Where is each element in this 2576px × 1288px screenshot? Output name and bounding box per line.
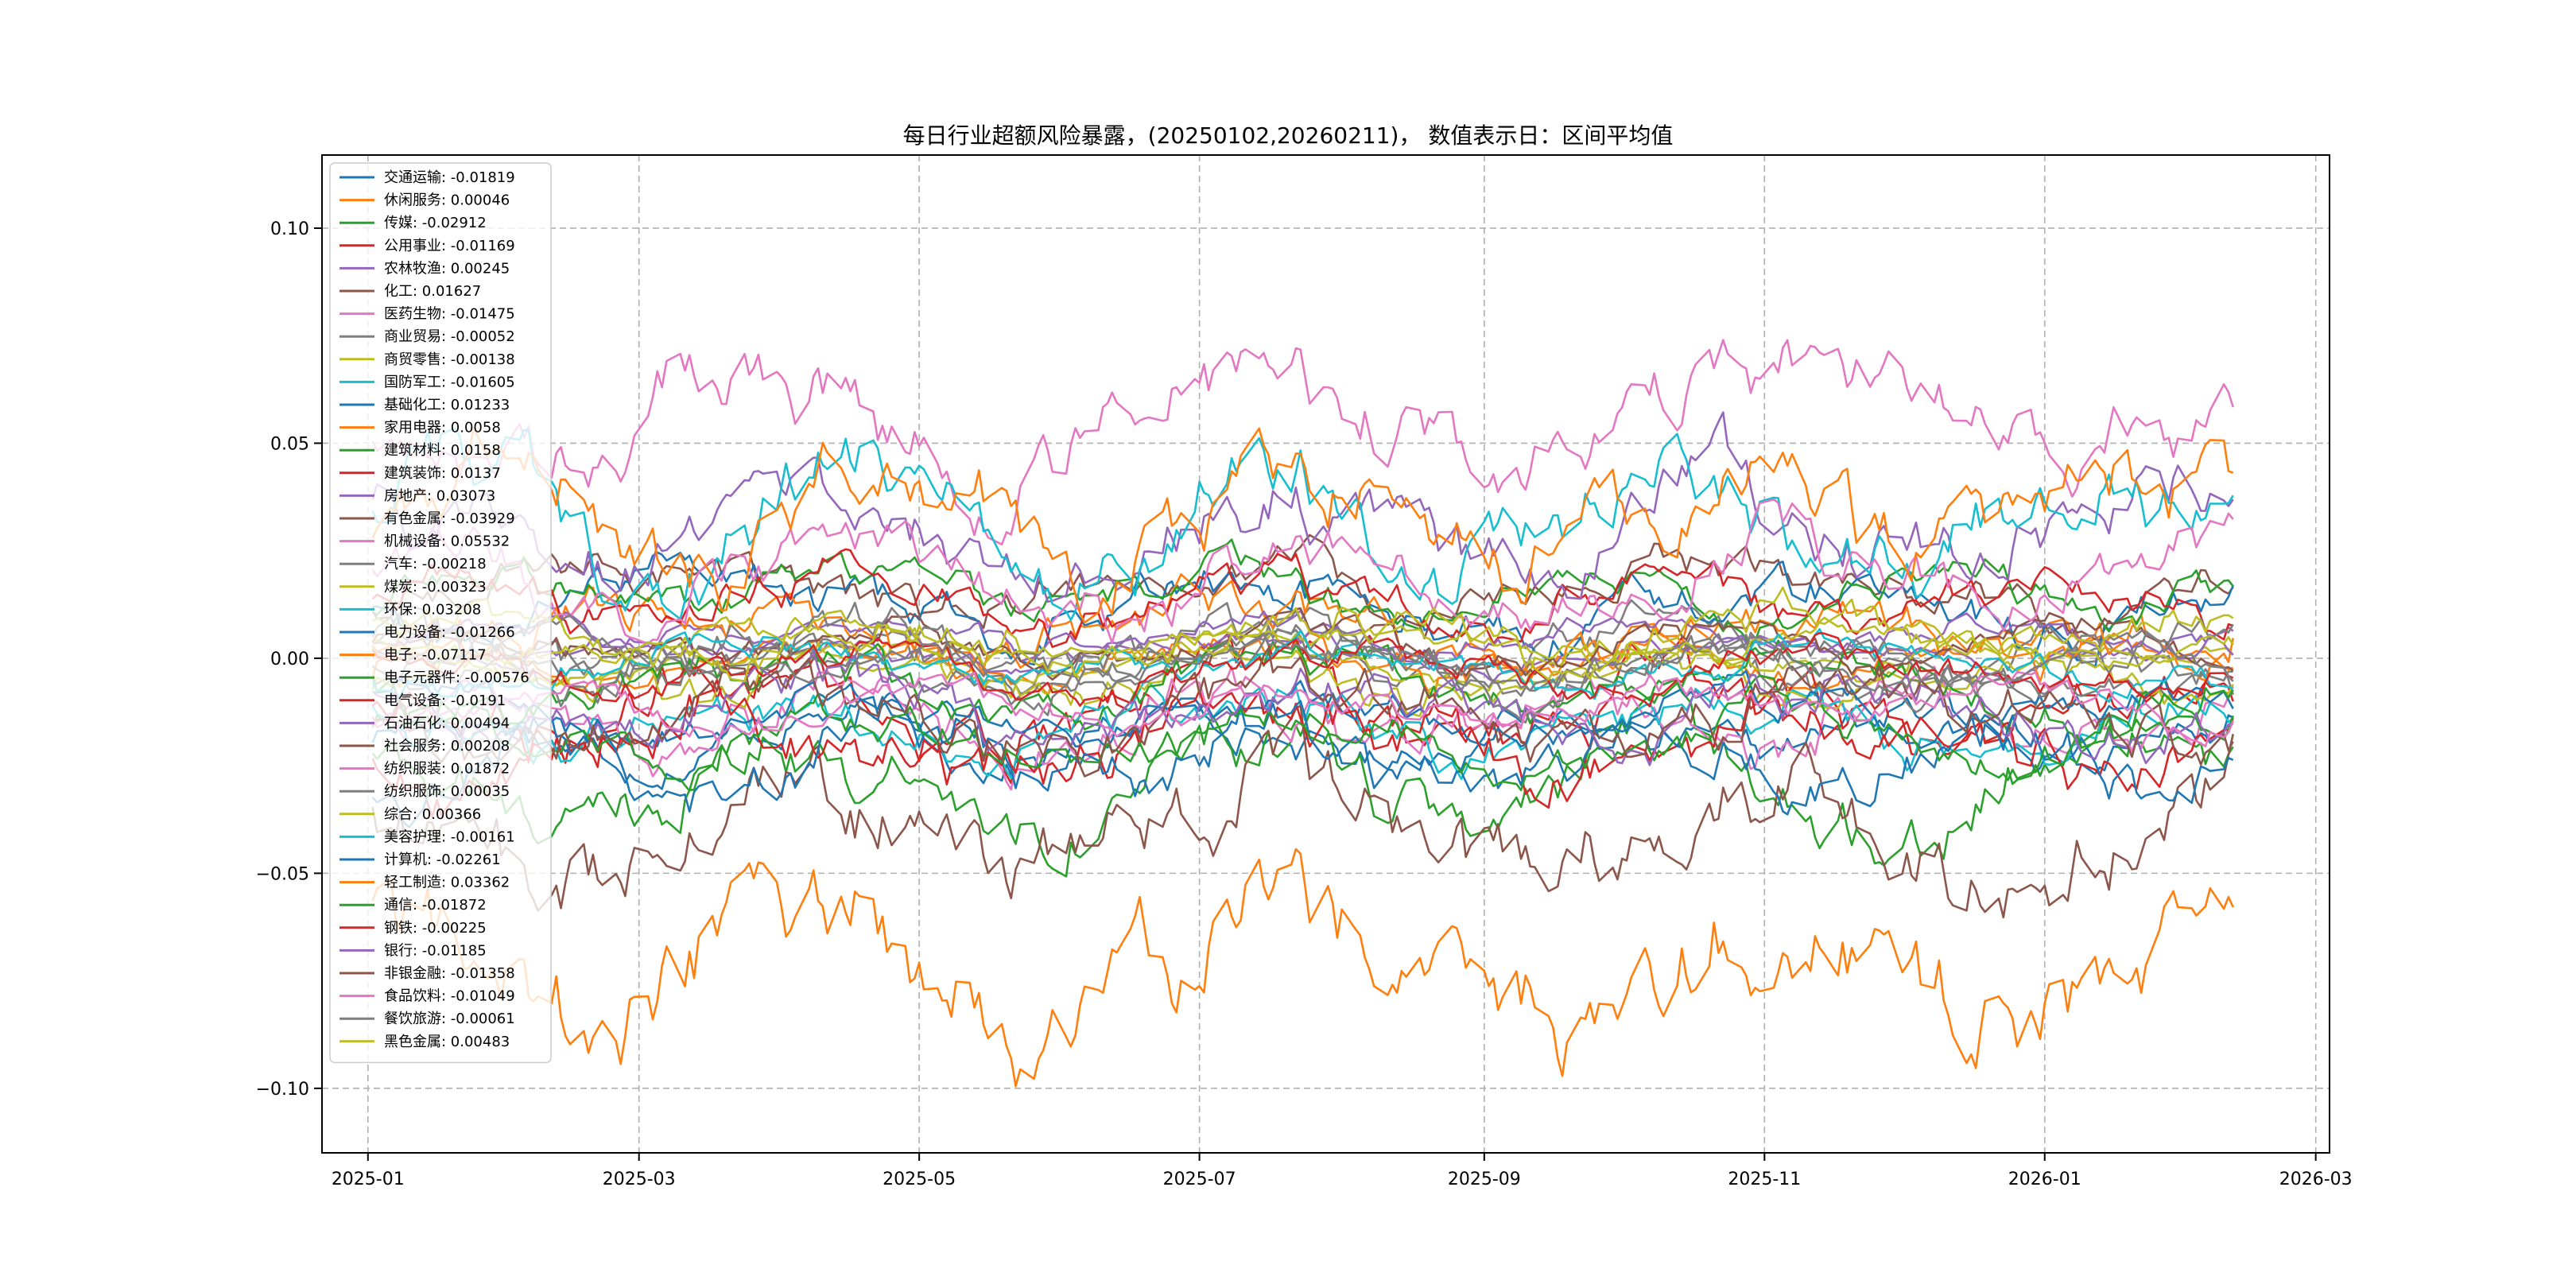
- legend-entry: 房地产: 0.03073: [384, 487, 495, 504]
- legend-entry: 电力设备: -0.01266: [384, 624, 515, 641]
- x-tick-label: 2025-05: [883, 1170, 956, 1189]
- legend-entry: 轻工制造: 0.03362: [384, 875, 510, 891]
- legend-entry: 通信: -0.01872: [384, 897, 487, 914]
- legend-entry: 电气设备: -0.0191: [384, 692, 506, 709]
- legend-entry: 传媒: -0.02912: [384, 215, 487, 231]
- legend-entry: 家用电器: 0.0058: [384, 420, 501, 436]
- x-tick-label: 2026-03: [2279, 1170, 2353, 1189]
- x-tick-label: 2026-01: [2008, 1170, 2081, 1189]
- chart-title: 每日行业超额风险暴露，(20250102,20260211)， 数值表示日：区间…: [903, 122, 1674, 149]
- y-tick-label: 0.00: [270, 650, 309, 669]
- legend-box: [329, 162, 552, 1064]
- series-line: [371, 690, 2234, 828]
- y-tick-label: −0.10: [256, 1080, 309, 1100]
- series-line: [371, 609, 2234, 669]
- series-line: [371, 647, 2234, 778]
- y-tick-label: −0.05: [256, 864, 309, 884]
- legend-entry: 交通运输: -0.01819: [384, 169, 515, 186]
- legend-entry: 建筑装饰: 0.0137: [384, 465, 501, 482]
- legend-entry: 电子元器件: -0.00576: [384, 669, 530, 686]
- legend-entry: 钢铁: -0.00225: [384, 920, 487, 937]
- series-line: [371, 628, 2234, 704]
- legend-entry: 非银金融: -0.01358: [384, 965, 515, 982]
- plot-area-frame: [321, 154, 2330, 1154]
- legend-entry: 国防军工: -0.01605: [384, 374, 515, 390]
- legend-entry: 黑色金属: 0.00483: [384, 1034, 510, 1050]
- legend-entry: 社会服务: 0.00208: [384, 738, 510, 755]
- legend-entry: 公用事业: -0.01169: [384, 238, 515, 254]
- legend-entry: 化工: 0.01627: [384, 283, 481, 300]
- legend-entry: 环保: 0.03208: [384, 601, 481, 618]
- axes: 2025-01 2025-03 2025-05 2025-07 2025-09 2025-…: [256, 219, 2353, 1189]
- x-tick-label: 2025-07: [1163, 1170, 1236, 1189]
- series-lines: [371, 339, 2234, 1088]
- x-tick-label: 2025-03: [603, 1170, 676, 1189]
- legend-entry: 商贸零售: -0.00138: [384, 351, 515, 368]
- series-line: [371, 678, 2234, 819]
- y-tick-label: 0.10: [270, 219, 309, 239]
- series-line: [371, 411, 2234, 603]
- legend-entry: 石油石化: 0.00494: [384, 715, 510, 731]
- series-line: [371, 586, 2234, 683]
- legend-entry: 机械设备: 0.05532: [384, 533, 510, 550]
- legend-entry: 美容护理: -0.00161: [384, 828, 515, 845]
- series-line: [371, 572, 2234, 697]
- series-line: [371, 614, 2234, 692]
- legend-entry: 食品饮料: -0.01049: [384, 988, 515, 1005]
- legend-entry: 商业贸易: -0.00052: [384, 328, 515, 345]
- legend-entry: 餐饮旅游: -0.00061: [384, 1011, 515, 1027]
- legend-entry: 计算机: -0.02261: [384, 852, 501, 868]
- legend-entry: 汽车: -0.00218: [384, 556, 487, 572]
- legend-entry: 煤炭: -0.00323: [384, 579, 487, 596]
- series-line: [371, 607, 2234, 681]
- series-line: [371, 848, 2234, 1088]
- legend-entry: 医药生物: -0.01475: [384, 306, 515, 323]
- series-line: [371, 498, 2234, 646]
- x-tick-label: 2025-09: [1448, 1170, 1521, 1189]
- series-line: [371, 674, 2234, 792]
- legend-entry: 纺织服装: 0.01872: [384, 761, 510, 778]
- x-tick-label: 2025-01: [332, 1170, 405, 1189]
- legend-entry: 有色金属: -0.03929: [384, 510, 515, 527]
- series-line: [371, 649, 2233, 766]
- legend: 交通运输: -0.01819 休闲服务: 0.00046 传媒: -0.02912 公…: [329, 162, 552, 1064]
- legend-entry: 农林牧渔: 0.00245: [384, 260, 510, 277]
- legend-entry: 基础化工: 0.01233: [384, 397, 510, 413]
- legend-entry: 建筑材料: 0.0158: [384, 442, 501, 459]
- legend-entry: 电子: -0.07117: [384, 647, 487, 664]
- series-line: [371, 670, 2234, 747]
- series-line: [371, 548, 2234, 649]
- series-line: [371, 339, 2234, 546]
- y-tick-label: 0.05: [270, 434, 309, 454]
- legend-entry: 休闲服务: 0.00046: [384, 192, 510, 209]
- series-line: [371, 427, 2234, 624]
- x-tick-label: 2025-11: [1728, 1170, 1801, 1189]
- legend-entry: 纺织服饰: 0.00035: [384, 783, 510, 800]
- legend-entry: 银行: -0.01185: [384, 942, 487, 959]
- legend-entry: 综合: 0.00366: [384, 806, 481, 823]
